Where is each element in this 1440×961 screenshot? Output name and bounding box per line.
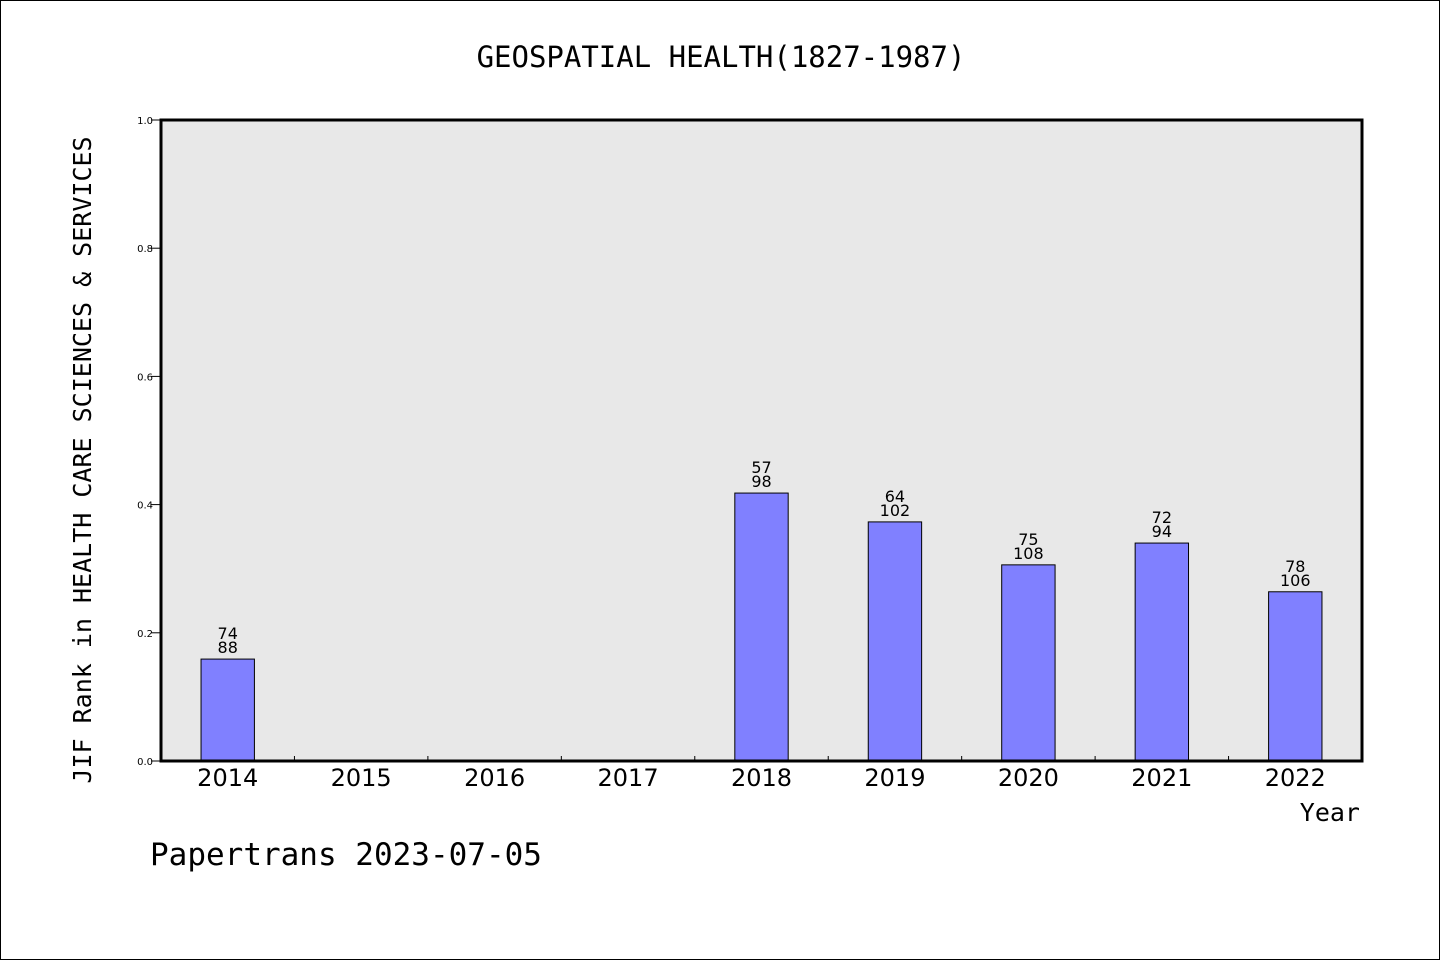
bar-2014 [200, 658, 255, 762]
bar-2020 [1001, 564, 1056, 762]
x-tick-label: 2017 [598, 764, 659, 792]
y-axis: 0.0 0.2 0.4 0.6 0.8 1.0 [137, 116, 161, 768]
x-tick-label: 2016 [464, 764, 525, 792]
y-tick-label: 0.8 [137, 244, 153, 255]
bars-layer [200, 492, 1323, 762]
y-tick-label: 0.6 [137, 372, 153, 383]
bar-2018 [734, 492, 789, 762]
x-axis-label: Year [1300, 798, 1360, 827]
y-tick-label: 0.4 [137, 501, 153, 512]
bar-label-bottom: 106 [1280, 571, 1311, 590]
bar-label-top: 75 [1018, 530, 1038, 549]
y-axis-label: JIF Rank in HEALTH CARE SCIENCES & SERVI… [68, 136, 97, 783]
x-tick-label: 2020 [998, 764, 1059, 792]
plot-frame [159, 118, 1364, 763]
bar-label-bottom: 108 [1013, 544, 1044, 563]
x-tick-label: 2021 [1131, 764, 1192, 792]
bar-2022 [1268, 591, 1323, 762]
bar-label-bottom: 98 [751, 472, 771, 491]
x-tick-label: 2018 [731, 764, 792, 792]
x-tick-label: 2019 [864, 764, 925, 792]
x-tick-label: 2014 [197, 764, 258, 792]
x-axis: 2014 2015 2016 2017 2018 2019 2020 2021 2022 [197, 756, 1326, 792]
bar-2021 [1134, 542, 1190, 762]
bar-2019 [867, 521, 923, 762]
x-tick-label: 2015 [331, 764, 392, 792]
y-tick-label: 0.0 [137, 757, 153, 768]
bar-label-top: 64 [885, 487, 905, 506]
bar-label-top: 74 [218, 624, 238, 643]
footer-watermark: Papertrans 2023-07-05 [150, 837, 542, 873]
bar-label-top: 78 [1285, 557, 1305, 576]
y-tick-label: 0.2 [137, 629, 153, 640]
chart-title: GEOSPATIAL HEALTH(1827-1987) [477, 40, 966, 74]
y-tick-label: 1.0 [137, 116, 153, 127]
bar-label-bottom: 94 [1152, 522, 1172, 541]
x-tick-label: 2022 [1265, 764, 1326, 792]
bar-label-bottom: 88 [218, 638, 238, 657]
bar-label-top: 72 [1152, 508, 1172, 527]
bar-label-top: 57 [751, 458, 771, 477]
bar-label-bottom: 102 [880, 501, 911, 520]
